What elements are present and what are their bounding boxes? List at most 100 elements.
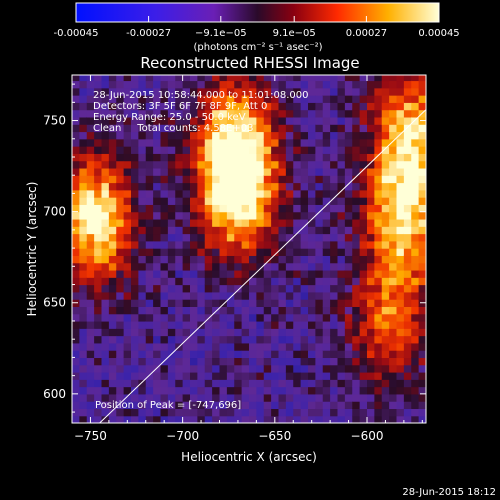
heatmap-cell [403, 95, 412, 103]
heatmap-cell [315, 379, 324, 388]
heatmap-cell [94, 255, 103, 264]
heatmap-cell [256, 306, 265, 315]
heatmap-cell [145, 95, 154, 103]
heatmap-cell [389, 350, 398, 359]
heatmap-cell [396, 291, 405, 300]
heatmap-cell [160, 226, 169, 235]
heatmap-cell [197, 328, 206, 337]
heatmap-cell [241, 335, 250, 344]
heatmap-cell [79, 291, 88, 300]
heatmap-cell [131, 284, 139, 293]
heatmap-cell [116, 211, 125, 220]
heatmap-cell [396, 277, 405, 286]
heatmap-cell [204, 75, 213, 82]
heatmap-cell [396, 393, 405, 402]
heatmap-cell [271, 277, 280, 286]
heatmap-cell [241, 313, 250, 322]
heatmap-cell [167, 175, 176, 184]
heatmap-cell [418, 357, 426, 366]
heatmap-cell [285, 357, 294, 366]
heatmap-cell [234, 248, 243, 256]
heatmap-cell [101, 284, 110, 293]
heatmap-cell [226, 269, 235, 278]
heatmap-cell [182, 364, 191, 373]
heatmap-cell [234, 342, 243, 351]
heatmap-cell [418, 277, 426, 286]
heatmap-cell [108, 393, 117, 402]
heatmap-cell [175, 138, 184, 147]
heatmap-cell [308, 401, 316, 410]
heatmap-cell [86, 211, 95, 220]
heatmap-cell [367, 320, 375, 329]
heatmap-cell [204, 131, 213, 140]
heatmap-cell [108, 124, 117, 133]
heatmap-cell [337, 328, 346, 337]
heatmap-cell [418, 226, 426, 235]
heatmap-cell [263, 364, 272, 373]
heatmap-cell [212, 357, 221, 366]
heatmap-cell [249, 401, 257, 410]
heatmap-cell [241, 75, 250, 82]
heatmap-cell [359, 386, 368, 395]
heatmap-cell [293, 401, 302, 410]
heatmap-cell [101, 248, 110, 256]
heatmap-cell [263, 350, 272, 359]
heatmap-cell [396, 379, 405, 388]
heatmap-cell [175, 102, 184, 111]
heatmap-cell [219, 131, 228, 140]
heatmap-cell [153, 233, 162, 242]
heatmap-cell [226, 226, 235, 235]
heatmap-cell [145, 167, 154, 176]
heatmap-cell [212, 255, 221, 264]
heatmap-cell [167, 226, 176, 235]
heatmap-cell [182, 160, 191, 169]
heatmap-cell [256, 131, 265, 140]
heatmap-cell [138, 146, 147, 154]
heatmap-cell [190, 211, 198, 220]
heatmap-cell [330, 138, 339, 147]
heatmap-cell [256, 153, 265, 162]
heatmap-cell [182, 371, 191, 380]
heatmap-cell [293, 248, 302, 256]
heatmap-cell [322, 320, 331, 329]
heatmap-cell [167, 87, 176, 96]
heatmap-cell [131, 255, 139, 264]
heatmap-cell [86, 189, 95, 198]
heatmap-cell [359, 175, 368, 184]
heatmap-cell [167, 75, 176, 82]
heatmap-cell [212, 109, 221, 118]
heatmap-cell [403, 379, 412, 388]
heatmap-cell [403, 408, 412, 417]
heatmap-cell [153, 211, 162, 220]
heatmap-cell [123, 262, 132, 271]
heatmap-cell [352, 240, 361, 249]
heatmap-cell [263, 357, 272, 366]
heatmap-cell [219, 80, 228, 89]
heatmap-cell [359, 131, 368, 140]
heatmap-cell [315, 306, 324, 315]
heatmap-cell [249, 277, 257, 286]
heatmap-cell [101, 277, 110, 286]
heatmap-cell [138, 102, 147, 111]
heatmap-cell [344, 401, 353, 410]
heatmap-cell [145, 80, 154, 89]
heatmap-cell [131, 299, 139, 307]
heatmap-cell [396, 116, 405, 125]
heatmap-cell [381, 153, 390, 162]
heatmap-cell [197, 386, 206, 395]
heatmap-cell [352, 284, 361, 293]
heatmap-cell [72, 233, 80, 242]
heatmap-cell [94, 80, 103, 89]
heatmap-cell [352, 167, 361, 176]
heatmap-cell [212, 379, 221, 388]
heatmap-cell [256, 269, 265, 278]
heatmap-cell [145, 182, 154, 191]
heatmap-cell [249, 138, 257, 147]
heatmap-cell [344, 146, 353, 154]
heatmap-cell [256, 386, 265, 395]
heatmap-cell [403, 284, 412, 293]
heatmap-cell [300, 284, 309, 293]
heatmap-cell [94, 248, 103, 256]
heatmap-cell [367, 146, 375, 154]
heatmap-cell [293, 371, 302, 380]
